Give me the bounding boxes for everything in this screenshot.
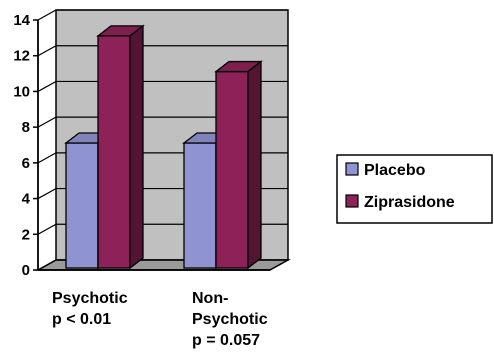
bar-front [183,142,217,269]
bar-front [65,142,99,269]
bar-side [129,24,144,270]
category-label-line: p = 0.057 [192,332,260,349]
bar-front [97,35,131,269]
y-tick-label: 12 [13,48,30,65]
y-tick-label: 6 [22,155,30,172]
gridline [37,116,288,128]
bar-ziprasidone [214,60,263,270]
axes [33,19,270,271]
legend-item-ziprasidone: Ziprasidone [345,194,455,211]
legend-label: Placebo [364,162,426,179]
legend: Placebo Ziprasidone [336,154,493,224]
legend-box [336,154,493,224]
y-tick-label: 8 [22,119,30,136]
y-tick-label: 2 [22,226,30,243]
y-tick-label: 0 [22,262,30,279]
category-label-line: Psychotic [52,290,128,307]
legend-item-placebo: Placebo [345,162,426,179]
category-label-line: Psychotic [192,311,268,328]
y-tick-label: 4 [22,191,31,208]
category-labels: Psychotic p < 0.01 Non- Psychotic p = 0.057 [52,290,268,349]
legend-swatch [345,194,359,208]
gridline [37,80,288,92]
category-label-line: p < 0.01 [52,311,111,328]
bars [64,24,263,270]
category-label: Non- Psychotic p = 0.057 [192,290,268,349]
legend-swatch [345,162,359,176]
gridline [37,9,288,21]
y-tick-label: 14 [13,12,30,29]
category-label: Psychotic p < 0.01 [52,290,128,328]
bar-side [247,60,262,270]
y-tick-label: 10 [13,83,30,100]
gridline [37,45,288,57]
bar-front [215,70,249,269]
bar-ziprasidone [96,24,145,270]
legend-label: Ziprasidone [364,194,455,211]
y-tick-labels: 0 2 4 6 8 10 12 14 [13,12,30,279]
category-label-line: Non- [192,290,228,307]
